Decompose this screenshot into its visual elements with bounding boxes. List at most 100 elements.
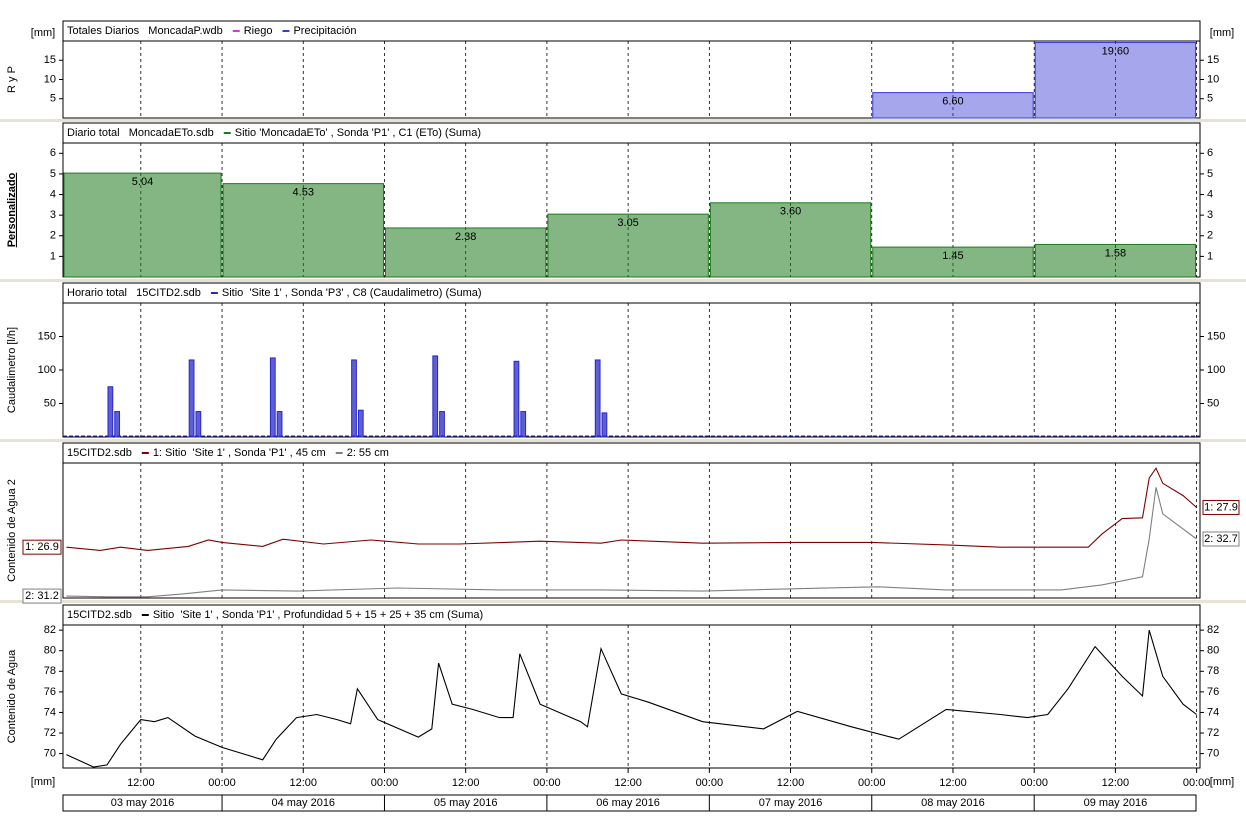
- y-tick-label: 6: [50, 147, 56, 159]
- start-label: 2: 31.2: [25, 590, 59, 602]
- value-box: [22, 588, 62, 604]
- bar: [222, 183, 384, 278]
- y-tick-label: 76: [1207, 686, 1219, 698]
- bar: [384, 227, 547, 278]
- series-line: [66, 467, 1197, 551]
- y-tick-label: 6: [1207, 147, 1213, 159]
- y-tick-label: 76: [44, 686, 56, 698]
- legend-label: 2: 55 cm: [347, 447, 389, 459]
- panel-title: 15CITD2.sdb: [67, 609, 132, 621]
- legend-label: Precipitación: [293, 25, 356, 37]
- value-label: 3.60: [780, 206, 801, 218]
- date-label: 08 may 2016: [921, 797, 985, 809]
- x-tick-label: 00:00: [208, 777, 236, 789]
- y-tick-label: 50: [44, 397, 56, 409]
- y-tick-label: 78: [44, 665, 56, 677]
- date-label: 09 may 2016: [1084, 797, 1148, 809]
- bar: [520, 411, 527, 438]
- date-label: 06 may 2016: [596, 797, 660, 809]
- date-label: 03 may 2016: [111, 797, 175, 809]
- bar: [269, 357, 276, 438]
- title-strip: [62, 122, 1201, 144]
- y-tick-label: 80: [44, 645, 56, 657]
- y-axis-label: Contenido de Agua: [6, 649, 18, 743]
- panel-title: 15CITD2.sdb: [67, 447, 132, 459]
- end-label: 2: 32.7: [1204, 533, 1238, 545]
- unit-label: [mm]: [31, 776, 55, 788]
- separator: [0, 279, 1246, 282]
- bar: [195, 411, 202, 438]
- series-line: [66, 629, 1197, 768]
- bar: [709, 202, 872, 278]
- y-tick-label: 10: [44, 73, 56, 85]
- y-axis-label: Personalizado: [6, 172, 18, 247]
- y-tick-label: 72: [44, 727, 56, 739]
- y-tick-label: 100: [38, 364, 56, 376]
- value-label: 4.53: [293, 187, 314, 199]
- y-axis-label: R y P: [6, 66, 18, 93]
- bar: [872, 92, 1034, 119]
- date-row: [62, 794, 1197, 812]
- y-tick-label: 1: [50, 250, 56, 262]
- unit-label: [mm]: [1210, 27, 1234, 39]
- legend-label: 1: Sitio 'Site 1' , Sonda 'P1' , 45 cm: [153, 447, 326, 459]
- y-tick-label: 5: [1207, 93, 1213, 105]
- y-tick-label: 2: [50, 230, 56, 242]
- y-tick-label: 80: [1207, 645, 1219, 657]
- y-tick-label: 15: [44, 54, 56, 66]
- y-tick-label: 2: [1207, 230, 1213, 242]
- panel-title: Horario total 15CITD2.sdb: [67, 287, 201, 299]
- bar: [114, 411, 121, 438]
- bar: [1034, 42, 1197, 119]
- x-tick-label: 12:00: [289, 777, 317, 789]
- series-line: [66, 487, 1197, 598]
- value-label: 3.05: [617, 217, 638, 229]
- start-label: 1: 26.9: [25, 541, 59, 553]
- value-label: 2.38: [455, 231, 476, 243]
- y-tick-label: 78: [1207, 665, 1219, 677]
- bar: [63, 172, 222, 278]
- value-box: [1202, 531, 1240, 547]
- bar: [872, 246, 1034, 278]
- x-tick-label: 00:00: [371, 777, 399, 789]
- bar: [1034, 243, 1197, 278]
- plot-area: [62, 462, 1201, 599]
- legend-label: Sitio 'MoncadaETo' , Sonda 'P1' , C1 (ET…: [235, 127, 481, 139]
- separator: [0, 600, 1246, 603]
- legend-label: Sitio 'Site 1' , Sonda 'P1' , Profundida…: [153, 609, 483, 621]
- legend-label: Riego: [244, 25, 273, 37]
- x-tick-label: 00:00: [858, 777, 886, 789]
- y-tick-label: 150: [38, 330, 56, 342]
- bar: [547, 213, 709, 278]
- unit-label: [mm]: [31, 27, 55, 39]
- x-tick-label: 00:00: [533, 777, 561, 789]
- plot-area: [62, 302, 1201, 438]
- bar: [276, 411, 283, 438]
- y-tick-label: 4: [1207, 188, 1213, 200]
- bar: [601, 412, 608, 438]
- y-tick-label: 3: [50, 209, 56, 221]
- y-axis-label: Contenido de Agua 2: [6, 479, 18, 582]
- y-tick-label: 15: [1207, 54, 1219, 66]
- value-label: 5.04: [132, 176, 153, 188]
- plot-area: [62, 40, 1201, 119]
- bar: [594, 359, 601, 438]
- y-tick-label: 100: [1207, 364, 1225, 376]
- y-tick-label: 74: [44, 706, 56, 718]
- bar: [357, 409, 364, 438]
- x-tick-label: 12:00: [777, 777, 805, 789]
- bar: [107, 386, 114, 438]
- bar: [513, 360, 520, 438]
- date-label: 05 may 2016: [434, 797, 498, 809]
- y-tick-label: 5: [50, 93, 56, 105]
- bar: [439, 411, 445, 438]
- bar: [432, 355, 439, 438]
- unit-label: [mm]: [1210, 776, 1234, 788]
- legend-label: Sitio 'Site 1' , Sonda 'P3' , C8 (Caudal…: [222, 287, 482, 299]
- y-axis-label: Caudalimetro [l/h]: [6, 327, 18, 413]
- y-tick-label: 5: [1207, 168, 1213, 180]
- y-tick-label: 1: [1207, 250, 1213, 262]
- y-tick-label: 3: [1207, 209, 1213, 221]
- value-label: 6.60: [942, 95, 963, 107]
